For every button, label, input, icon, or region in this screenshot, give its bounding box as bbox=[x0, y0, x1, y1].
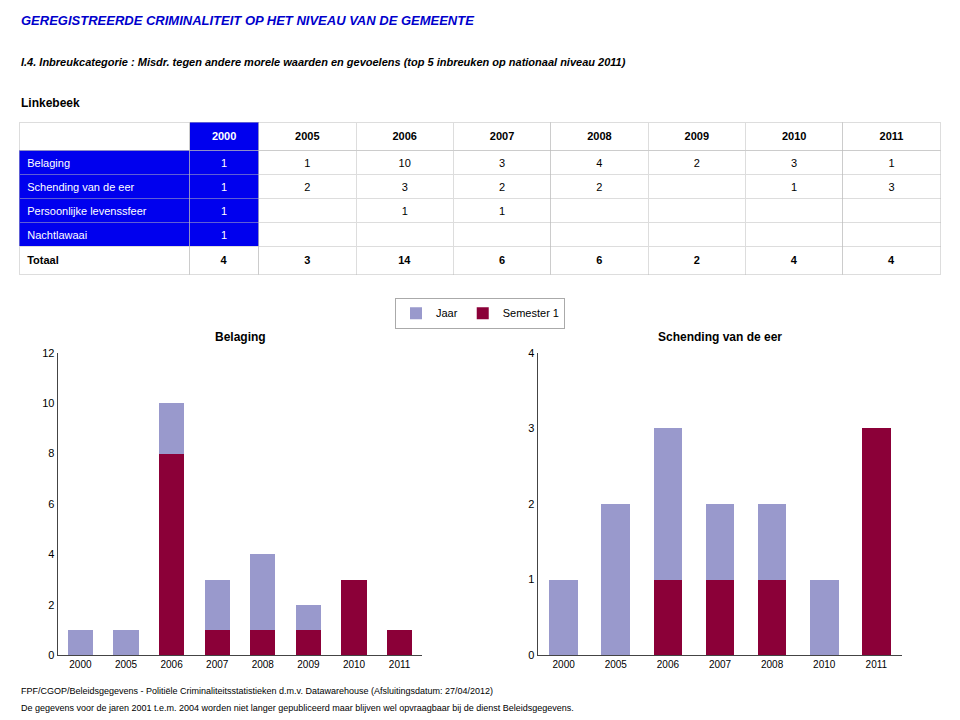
svg-text:De gegevens voor de jaren 2001: De gegevens voor de jaren 2001 t.e.m. 20… bbox=[21, 703, 574, 713]
svg-text:2008: 2008 bbox=[761, 659, 784, 670]
svg-text:2006: 2006 bbox=[160, 659, 183, 670]
svg-text:2008: 2008 bbox=[252, 659, 275, 670]
svg-text:Linkebeek: Linkebeek bbox=[21, 96, 80, 110]
svg-text:2010: 2010 bbox=[343, 659, 366, 670]
svg-text:3: 3 bbox=[499, 157, 505, 169]
svg-text:4: 4 bbox=[888, 254, 895, 266]
svg-text:10: 10 bbox=[42, 397, 54, 409]
svg-text:1: 1 bbox=[528, 573, 534, 585]
svg-text:2009: 2009 bbox=[685, 130, 709, 142]
svg-text:14: 14 bbox=[398, 254, 411, 266]
svg-text:2006: 2006 bbox=[392, 130, 416, 142]
svg-text:2011: 2011 bbox=[880, 130, 904, 142]
svg-text:Belaging: Belaging bbox=[215, 330, 266, 344]
svg-text:Nachtlawaai: Nachtlawaai bbox=[27, 229, 87, 241]
svg-text:2000: 2000 bbox=[553, 659, 576, 670]
svg-text:FPF/CGOP/Beleidsgegevens - Pol: FPF/CGOP/Beleidsgegevens - Politiële Cri… bbox=[21, 686, 493, 696]
svg-text:8: 8 bbox=[48, 447, 54, 459]
svg-text:Schending van de eer: Schending van de eer bbox=[658, 330, 782, 344]
svg-text:2007: 2007 bbox=[709, 659, 732, 670]
svg-text:2008: 2008 bbox=[587, 130, 611, 142]
svg-text:2: 2 bbox=[499, 181, 505, 193]
svg-text:1: 1 bbox=[791, 181, 797, 193]
svg-text:2005: 2005 bbox=[295, 130, 319, 142]
svg-text:2005: 2005 bbox=[605, 659, 628, 670]
svg-text:Semester 1: Semester 1 bbox=[503, 307, 559, 319]
svg-text:4: 4 bbox=[528, 347, 534, 359]
svg-text:2: 2 bbox=[694, 254, 700, 266]
svg-text:2011: 2011 bbox=[389, 659, 411, 670]
svg-text:2005: 2005 bbox=[115, 659, 138, 670]
svg-text:10: 10 bbox=[399, 157, 411, 169]
svg-text:2007: 2007 bbox=[490, 130, 514, 142]
svg-text:3: 3 bbox=[402, 181, 408, 193]
svg-text:2: 2 bbox=[694, 157, 700, 169]
svg-text:12: 12 bbox=[42, 347, 54, 359]
svg-text:1: 1 bbox=[888, 157, 894, 169]
svg-text:0: 0 bbox=[48, 649, 54, 661]
svg-text:2000: 2000 bbox=[212, 130, 236, 142]
svg-text:0: 0 bbox=[528, 649, 534, 661]
svg-text:2: 2 bbox=[596, 181, 602, 193]
svg-text:1: 1 bbox=[221, 229, 227, 241]
svg-text:Jaar: Jaar bbox=[436, 307, 458, 319]
svg-text:I.4. Inbreukcategorie : Misdr.: I.4. Inbreukcategorie : Misdr. tegen and… bbox=[21, 56, 626, 68]
svg-text:Schending van de eer: Schending van de eer bbox=[27, 181, 134, 193]
svg-text:1: 1 bbox=[221, 157, 227, 169]
svg-text:1: 1 bbox=[304, 157, 310, 169]
svg-text:1: 1 bbox=[499, 205, 505, 217]
svg-text:Totaal: Totaal bbox=[27, 254, 59, 266]
svg-text:1: 1 bbox=[402, 205, 408, 217]
svg-text:2: 2 bbox=[528, 498, 534, 510]
svg-text:2007: 2007 bbox=[206, 659, 229, 670]
svg-text:1: 1 bbox=[221, 205, 227, 217]
svg-text:4: 4 bbox=[791, 254, 798, 266]
svg-text:3: 3 bbox=[791, 157, 797, 169]
svg-text:2000: 2000 bbox=[69, 659, 92, 670]
svg-text:GEREGISTREERDE CRIMINALITEIT O: GEREGISTREERDE CRIMINALITEIT OP HET NIVE… bbox=[21, 13, 474, 28]
svg-text:4: 4 bbox=[596, 157, 602, 169]
svg-text:4: 4 bbox=[221, 254, 228, 266]
svg-text:2: 2 bbox=[304, 181, 310, 193]
svg-text:2011: 2011 bbox=[866, 659, 888, 670]
svg-text:2009: 2009 bbox=[297, 659, 320, 670]
svg-text:6: 6 bbox=[499, 254, 505, 266]
svg-text:3: 3 bbox=[528, 422, 534, 434]
svg-text:6: 6 bbox=[596, 254, 602, 266]
svg-text:3: 3 bbox=[888, 181, 894, 193]
svg-text:Persoonlijke levenssfeer: Persoonlijke levenssfeer bbox=[27, 205, 147, 217]
svg-text:2010: 2010 bbox=[782, 130, 806, 142]
svg-text:2006: 2006 bbox=[657, 659, 680, 670]
svg-text:1: 1 bbox=[221, 181, 227, 193]
svg-text:6: 6 bbox=[48, 498, 54, 510]
svg-text:3: 3 bbox=[304, 254, 310, 266]
svg-text:4: 4 bbox=[48, 548, 54, 560]
svg-text:Belaging: Belaging bbox=[27, 157, 70, 169]
svg-text:2: 2 bbox=[48, 599, 54, 611]
svg-text:2010: 2010 bbox=[813, 659, 836, 670]
